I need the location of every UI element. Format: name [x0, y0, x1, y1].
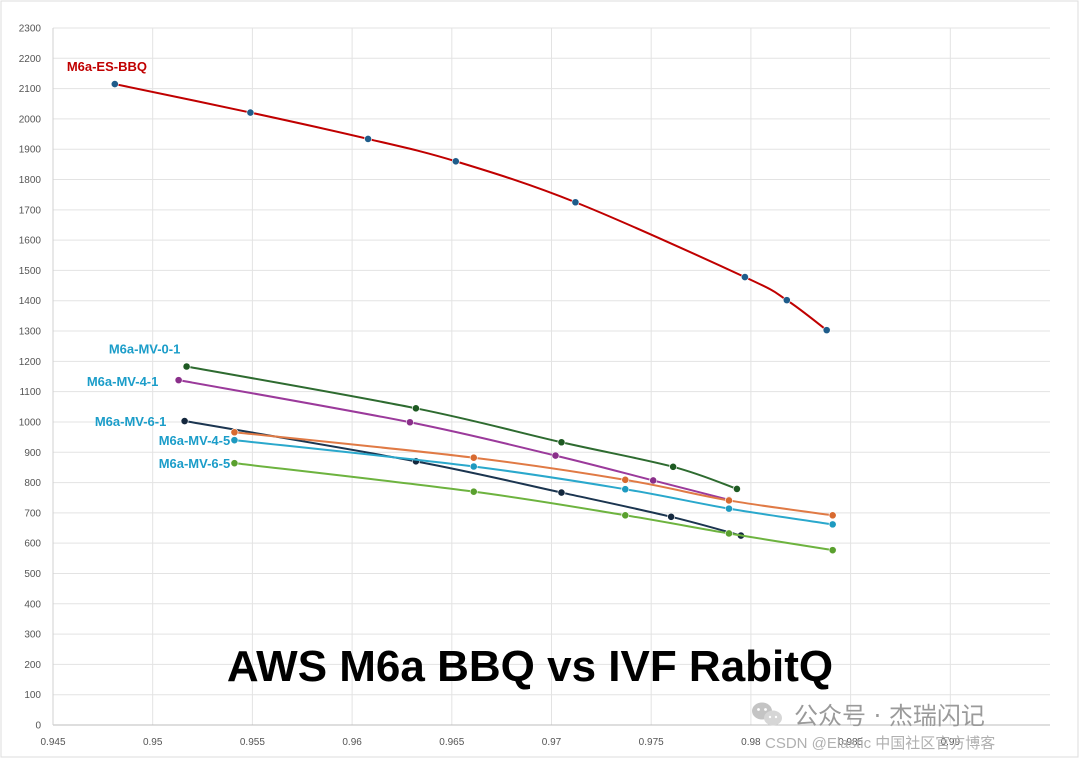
data-point	[451, 157, 460, 166]
data-point	[469, 487, 478, 496]
y-tick-label: 1300	[19, 327, 42, 338]
x-tick-label: 0.98	[741, 737, 761, 748]
data-point	[469, 453, 478, 462]
y-tick-label: 2100	[19, 84, 42, 95]
data-point	[246, 108, 255, 117]
axes: 0.945 0.95 0.955 0.96 0.965 0.97 0.975 0.98 0.98…	[19, 24, 1050, 748]
data-point	[725, 504, 733, 513]
y-tick-label: 2000	[19, 114, 42, 125]
y-tick-label: 2200	[19, 54, 42, 65]
data-point	[669, 462, 678, 471]
watermark-line2: CSDN @Elastic 中国社区官方博客	[765, 735, 995, 752]
x-tick-label: 0.97	[542, 737, 562, 748]
data-point	[364, 135, 372, 143]
y-tick-label: 200	[24, 660, 41, 671]
series-label: M6a-ES-BBQ	[67, 59, 147, 74]
series-labels: M6a-ES-BBQ M6a-MV-0-1 M6a-MV-4-1 M6a-MV-6-1…	[67, 59, 230, 471]
data-point	[174, 376, 183, 385]
series-4	[230, 436, 837, 529]
y-tick-label: 500	[24, 569, 41, 580]
series-line	[183, 420, 742, 537]
series-label: M6a-MV-4-1	[87, 374, 159, 389]
series-0	[110, 80, 831, 335]
series-group	[110, 80, 837, 555]
series-5	[230, 428, 837, 520]
data-point	[733, 485, 741, 493]
y-tick-label: 1800	[19, 175, 42, 186]
data-point	[822, 326, 831, 335]
data-point	[667, 512, 676, 521]
data-point	[180, 417, 189, 425]
x-tick-label: 0.96	[342, 737, 362, 748]
data-point	[828, 511, 837, 520]
series-line	[185, 365, 738, 490]
data-point	[230, 436, 239, 445]
y-tick-label: 1500	[19, 266, 42, 277]
data-point	[182, 362, 191, 371]
data-point	[230, 459, 239, 468]
wechat-icon	[752, 702, 782, 726]
x-tick-label: 0.965	[439, 737, 464, 748]
y-tick-label: 400	[24, 599, 41, 610]
x-tick-label: 0.975	[639, 737, 664, 748]
y-tick-label: 100	[24, 690, 41, 701]
series-line	[233, 462, 834, 552]
x-tick-label: 0.99	[941, 737, 961, 748]
y-tick-label: 1200	[19, 357, 42, 368]
series-6	[230, 459, 837, 555]
data-point	[725, 496, 733, 505]
data-point	[571, 198, 580, 207]
x-tick-label: 0.985	[838, 737, 863, 748]
data-point	[621, 475, 630, 484]
y-tick-label: 300	[24, 630, 41, 641]
y-tick-label: 1700	[19, 205, 42, 216]
data-point	[110, 80, 119, 88]
series-label: M6a-MV-6-1	[95, 414, 167, 429]
y-tick-label: 1900	[19, 145, 42, 156]
y-tick-label: 700	[24, 508, 41, 519]
data-point	[412, 404, 420, 413]
data-point	[557, 438, 566, 447]
series-label: M6a-MV-6-5	[159, 456, 231, 471]
series-line	[177, 379, 730, 501]
series-label: M6a-MV-4-5	[159, 433, 231, 448]
chart-title: AWS M6a BBQ vs IVF RabitQ	[227, 642, 833, 691]
watermark: 公众号 · 杰瑞闪记 CSDN @Elastic 中国社区官方博客	[752, 702, 995, 752]
data-point	[782, 296, 791, 305]
data-point	[828, 520, 837, 529]
data-point	[621, 485, 630, 494]
data-point	[725, 529, 733, 538]
series-label: M6a-MV-0-1	[109, 341, 181, 356]
y-tick-label: 800	[24, 478, 41, 489]
y-tick-label: 600	[24, 539, 41, 550]
data-point	[828, 546, 837, 555]
series-line	[233, 431, 834, 517]
series-line	[233, 439, 834, 526]
data-point	[741, 273, 749, 282]
y-tick-label: 1400	[19, 296, 42, 307]
x-tick-label: 0.955	[240, 737, 265, 748]
series-2	[174, 376, 733, 504]
y-tick-label: 0	[35, 721, 41, 732]
watermark-line1: 公众号 · 杰瑞闪记	[794, 702, 985, 730]
data-point	[557, 488, 566, 497]
data-point	[621, 511, 630, 520]
data-point	[406, 418, 414, 427]
y-tick-label: 2300	[19, 24, 42, 35]
y-tick-label: 1000	[19, 417, 42, 428]
data-point	[551, 451, 560, 460]
x-tick-label: 0.945	[40, 737, 65, 748]
data-point	[469, 462, 478, 471]
y-tick-label: 1100	[19, 387, 41, 398]
y-tick-label: 1600	[19, 236, 42, 247]
data-point	[230, 428, 239, 437]
series-1	[182, 362, 741, 493]
x-tick-label: 0.95	[143, 737, 163, 748]
y-tick-label: 900	[24, 448, 41, 459]
data-point	[649, 476, 658, 485]
